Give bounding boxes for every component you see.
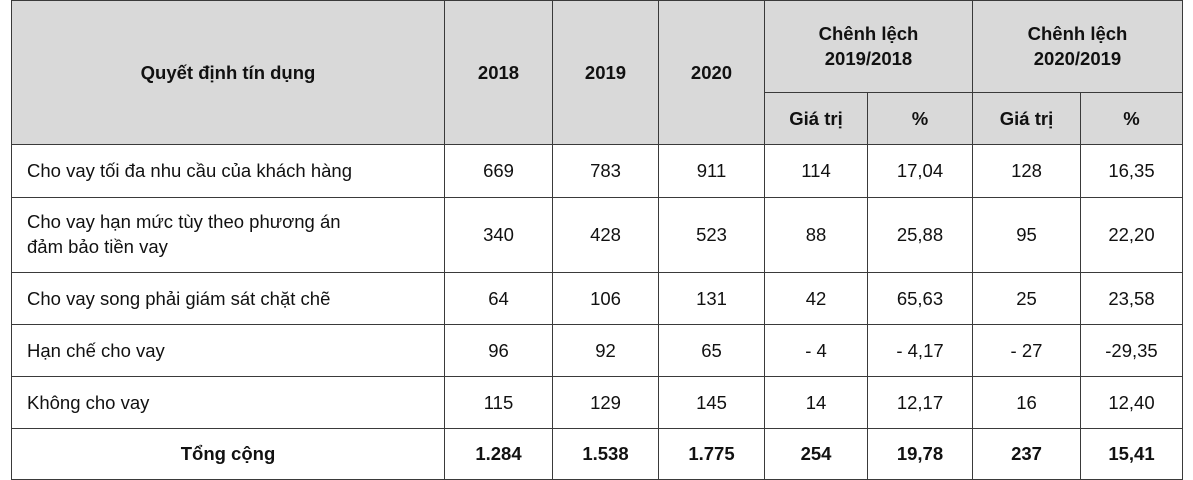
cell-diff1-value: 88 [764,197,868,273]
cell-diff1-percent: 65,63 [867,272,973,325]
row-label: Hạn chế cho vay [11,324,445,377]
total-2018: 1.284 [444,428,553,480]
cell-2020: 145 [658,376,765,429]
cell-2018: 64 [444,272,553,325]
header-diff1-line2: 2019/2018 [824,47,913,69]
total-2019: 1.538 [552,428,659,480]
header-diff-2020-2019: Chênh lệch 2020/2019 [972,0,1183,93]
total-diff2-value: 237 [972,428,1081,480]
cell-2019: 92 [552,324,659,377]
cell-diff1-percent: 25,88 [867,197,973,273]
cell-2018: 340 [444,197,553,273]
header-diff1-value: Giá trị [764,92,868,145]
header-diff2-line2: 2020/2019 [1033,47,1122,69]
cell-2020: 131 [658,272,765,325]
credit-decision-table: Quyết định tín dụng 2018 2019 2020 Chênh… [11,0,1183,480]
cell-2020: 65 [658,324,765,377]
cell-diff2-value: 25 [972,272,1081,325]
cell-diff1-percent: - 4,17 [867,324,973,377]
table-row: Không cho vay 115 129 145 14 12,17 16 12… [11,376,1183,429]
row-label: Cho vay song phải giám sát chặt chẽ [11,272,445,325]
header-diff1-line1: Chênh lệch [818,22,919,44]
row-label: Cho vay hạn mức tùy theo phương án đảm b… [11,197,445,273]
total-diff1-value: 254 [764,428,868,480]
row-label-line1: Cho vay hạn mức tùy theo phương án [27,211,341,233]
total-2020: 1.775 [658,428,765,480]
cell-2018: 96 [444,324,553,377]
cell-diff2-percent: 16,35 [1080,144,1183,198]
cell-2018: 115 [444,376,553,429]
cell-diff1-percent: 12,17 [867,376,973,429]
table-row: Cho vay song phải giám sát chặt chẽ 64 1… [11,272,1183,325]
cell-diff2-value: 95 [972,197,1081,273]
total-diff2-percent: 15,41 [1080,428,1183,480]
header-year-2018: 2018 [444,0,553,145]
cell-diff2-value: - 27 [972,324,1081,377]
header-diff2-line1: Chênh lệch [1027,22,1128,44]
cell-diff2-percent: 12,40 [1080,376,1183,429]
header-diff2-percent: % [1080,92,1183,145]
cell-2019: 129 [552,376,659,429]
credit-decision-table-wrapper: Quyết định tín dụng 2018 2019 2020 Chênh… [11,0,1183,480]
cell-diff1-value: 114 [764,144,868,198]
header-diff2-value: Giá trị [972,92,1081,145]
cell-diff1-value: - 4 [764,324,868,377]
cell-2018: 669 [444,144,553,198]
header-year-2020: 2020 [658,0,765,145]
cell-diff2-percent: 23,58 [1080,272,1183,325]
cell-diff2-value: 16 [972,376,1081,429]
row-label: Không cho vay [11,376,445,429]
table-row: Cho vay tối đa nhu cầu của khách hàng 66… [11,144,1183,198]
cell-2020: 523 [658,197,765,273]
cell-2019: 106 [552,272,659,325]
cell-diff2-percent: 22,20 [1080,197,1183,273]
cell-diff1-value: 14 [764,376,868,429]
header-diff1-percent: % [867,92,973,145]
cell-2020: 911 [658,144,765,198]
total-row: Tổng cộng 1.284 1.538 1.775 254 19,78 23… [11,428,1183,480]
cell-diff1-value: 42 [764,272,868,325]
header-diff-2019-2018: Chênh lệch 2019/2018 [764,0,973,93]
cell-diff2-percent: -29,35 [1080,324,1183,377]
row-label-line2: đảm bảo tiền vay [27,236,168,257]
header-year-2019: 2019 [552,0,659,145]
table-row: Hạn chế cho vay 96 92 65 - 4 - 4,17 - 27… [11,324,1183,377]
table-row: Cho vay hạn mức tùy theo phương án đảm b… [11,197,1183,273]
total-label: Tổng cộng [11,428,445,480]
cell-2019: 428 [552,197,659,273]
cell-diff2-value: 128 [972,144,1081,198]
row-label: Cho vay tối đa nhu cầu của khách hàng [11,144,445,198]
cell-diff1-percent: 17,04 [867,144,973,198]
total-diff1-percent: 19,78 [867,428,973,480]
header-decision: Quyết định tín dụng [11,0,445,145]
cell-2019: 783 [552,144,659,198]
